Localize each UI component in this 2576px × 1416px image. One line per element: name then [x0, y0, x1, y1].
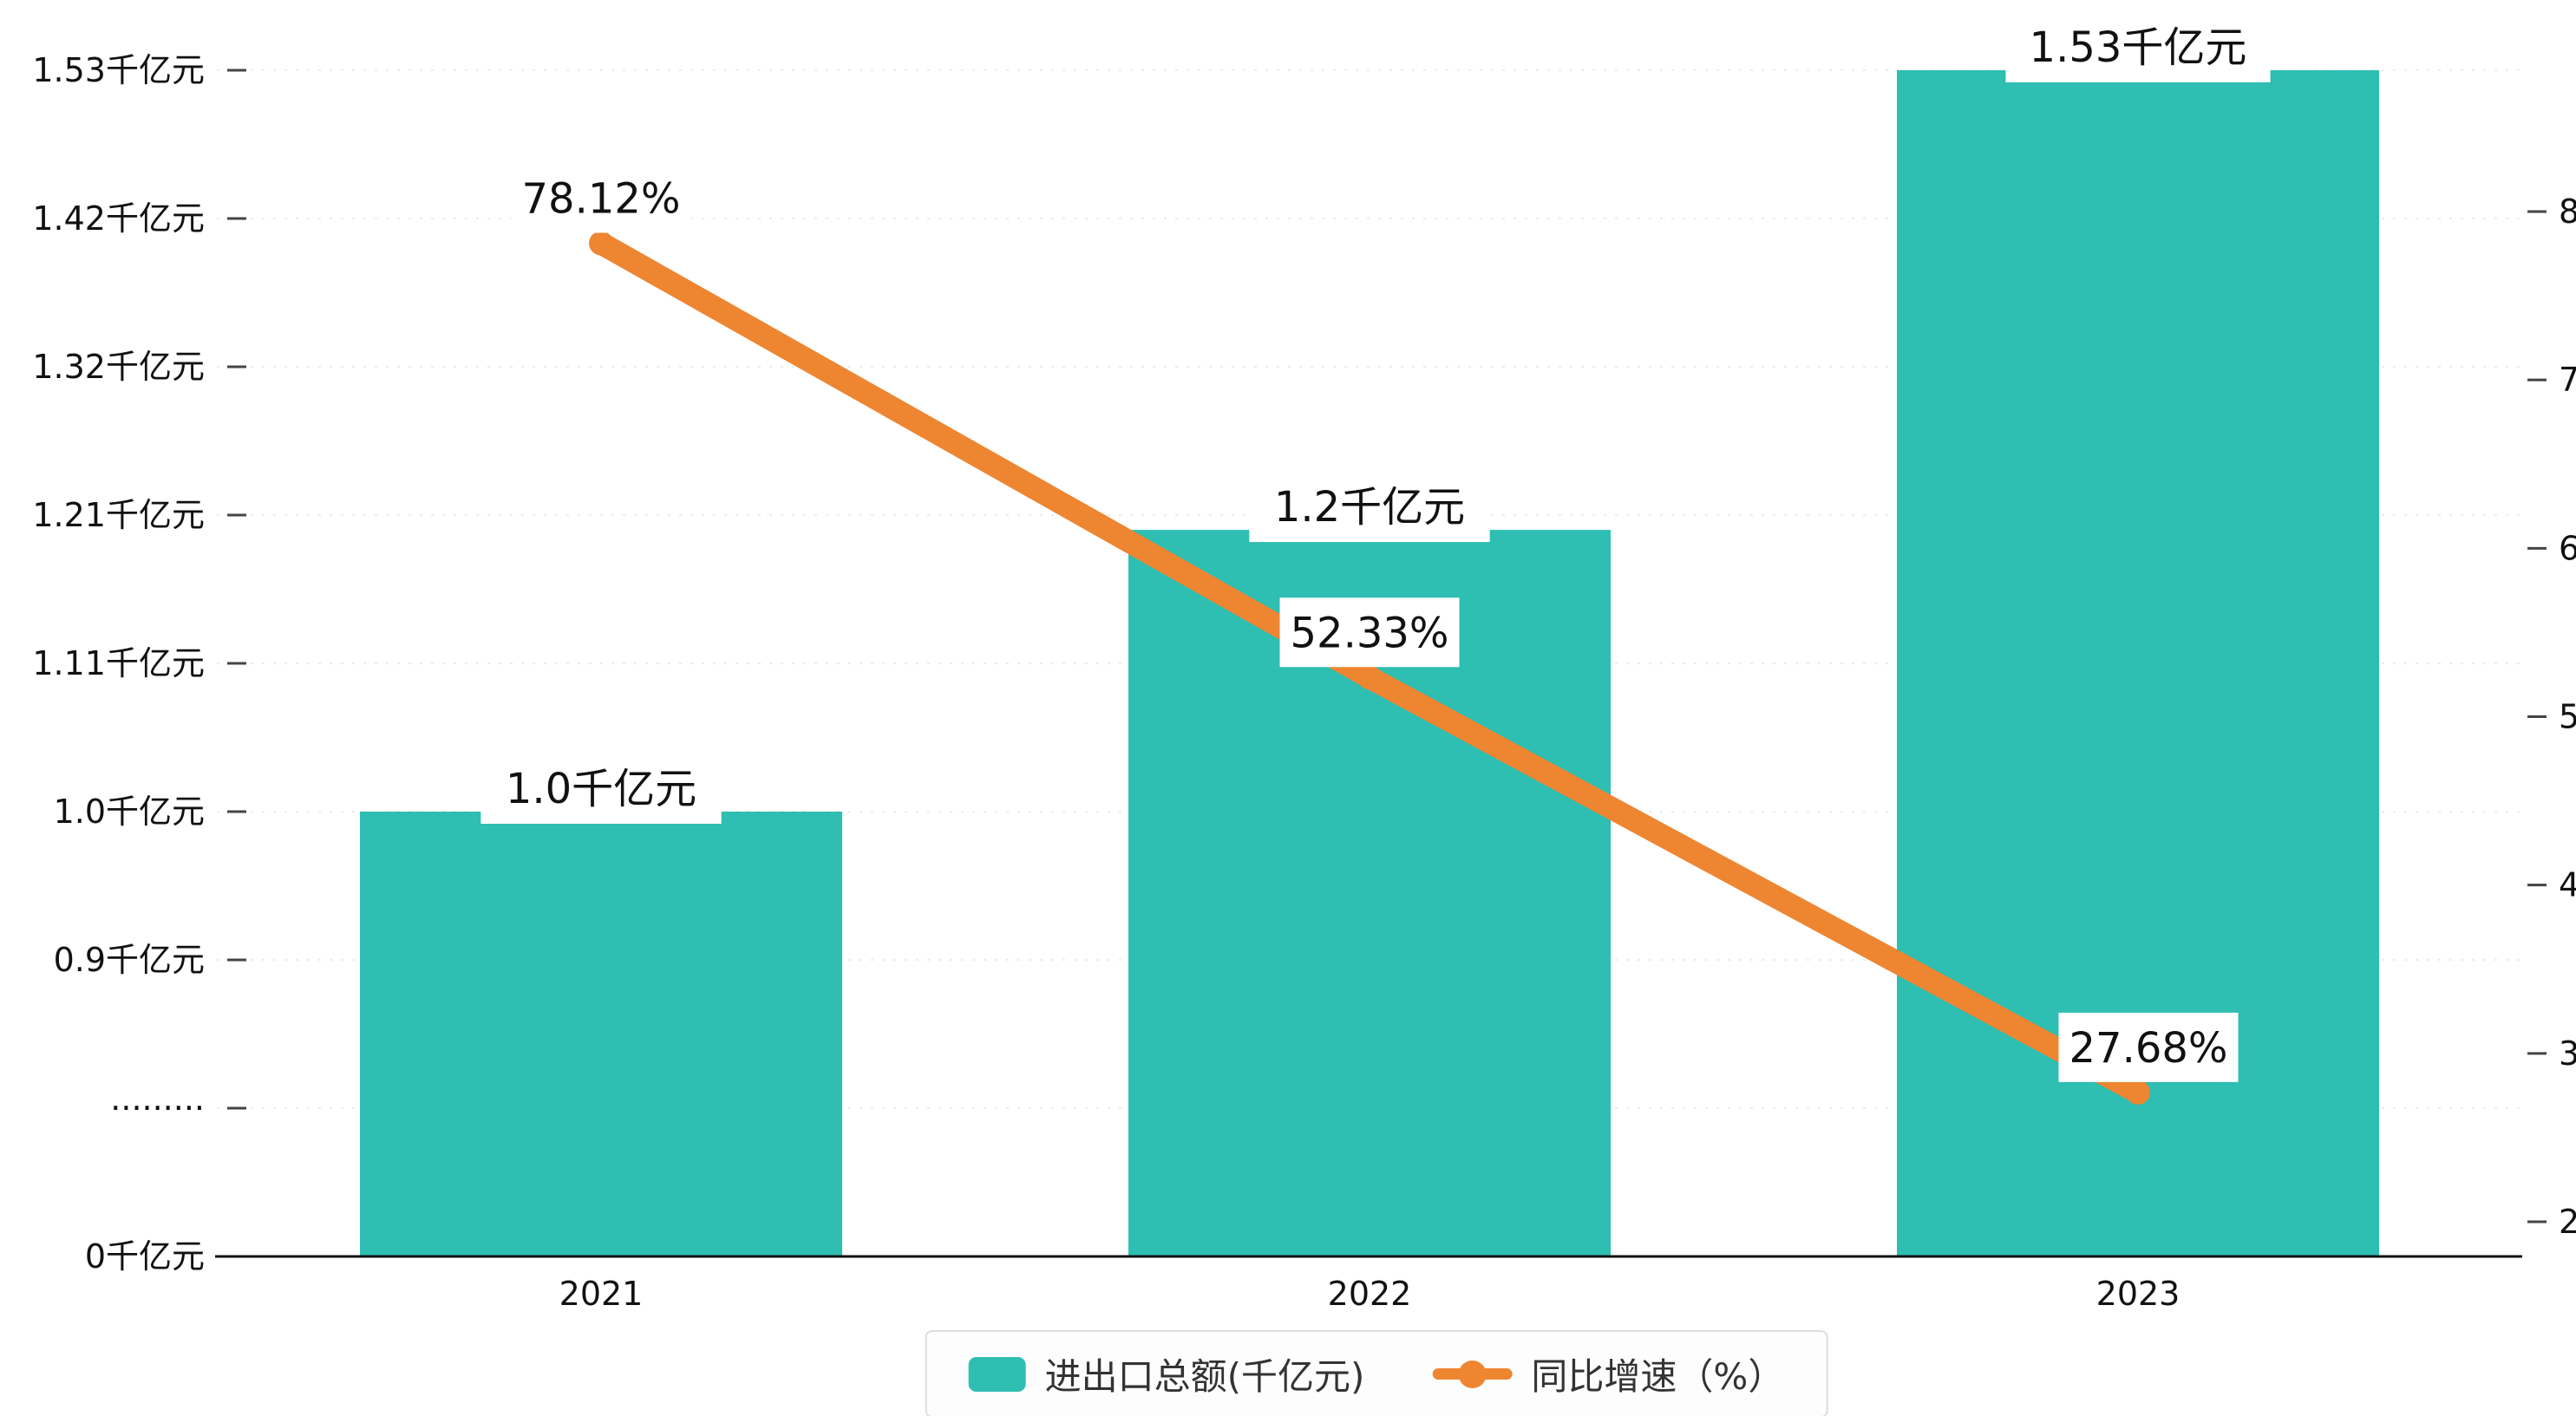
- left-axis-tick-label: 1.21千亿元: [32, 496, 205, 534]
- line-value-label: 27.68%: [2069, 1024, 2227, 1073]
- line-value-label-bg: [1279, 597, 1460, 668]
- line-value-label-bg: [511, 163, 691, 233]
- line-value-label-bg: [2058, 1012, 2239, 1082]
- right-axis-tick-label: 80: [2559, 192, 2576, 231]
- left-axis-tick-label: 1.53千亿元: [32, 51, 205, 89]
- legend-label-line-series: 同比增速（%）: [1531, 1355, 1785, 1398]
- bar-value-label: 1.53千亿元: [2030, 23, 2247, 72]
- line-point-2022[interactable]: [1357, 665, 1382, 690]
- chart-legend: 进出口总额(千亿元) 同比增速（%）: [925, 1330, 1828, 1416]
- legend-item-line-series[interactable]: 同比增速（%）: [1432, 1347, 1784, 1400]
- right-axis-tick-label: 20: [2559, 1203, 2576, 1241]
- x-axis-label: 2021: [559, 1275, 644, 1313]
- left-axis-tick-label: 1.11千亿元: [32, 644, 205, 682]
- bar-value-label: 1.2千亿元: [1274, 483, 1465, 532]
- line-series-marker-icon: [1432, 1360, 1513, 1388]
- bar-value-label: 1.0千亿元: [506, 765, 696, 813]
- bar-2021[interactable]: [360, 812, 842, 1256]
- right-axis-tick-label: 60: [2559, 529, 2576, 567]
- x-axis-label: 2023: [2096, 1275, 2180, 1313]
- line-marker-dot-icon: [1458, 1360, 1487, 1388]
- right-axis-tick-label: 50: [2559, 698, 2576, 736]
- legend-label-bar-series: 进出口总额(千亿元): [1044, 1355, 1365, 1398]
- right-axis-tick-label: 30: [2559, 1034, 2576, 1073]
- left-axis-tick-label: 1.42千亿元: [32, 199, 205, 238]
- line-value-label: 52.33%: [1290, 609, 1448, 657]
- right-axis-tick-label: 40: [2559, 866, 2576, 904]
- line-point-2023[interactable]: [2126, 1080, 2150, 1105]
- legend-item-bar-series[interactable]: 进出口总额(千亿元): [968, 1347, 1365, 1400]
- bar-value-label-bg: [2005, 11, 2271, 82]
- left-axis-tick-label: 1.32千亿元: [32, 348, 205, 386]
- bar-series-swatch-icon: [968, 1356, 1026, 1392]
- left-axis-tick-label: ·········: [110, 1089, 205, 1127]
- right-axis-tick-label: 70: [2559, 361, 2576, 399]
- bar-value-label-bg: [481, 753, 722, 824]
- x-axis-label: 2022: [1328, 1275, 1412, 1313]
- line-point-2021[interactable]: [589, 231, 613, 256]
- left-axis-tick-label: 0.9千亿元: [54, 941, 205, 979]
- line-value-label: 78.12%: [521, 175, 680, 224]
- left-axis-tick-label: 1.0千亿元: [54, 793, 205, 831]
- left-axis-tick-label: 0千亿元: [85, 1237, 205, 1276]
- bar-value-label-bg: [1249, 471, 1490, 543]
